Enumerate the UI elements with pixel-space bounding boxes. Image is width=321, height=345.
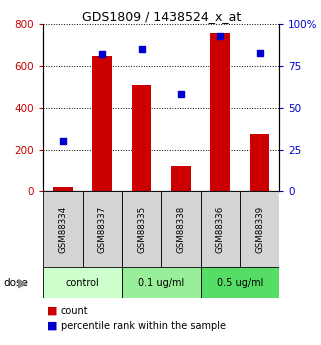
Bar: [122, 267, 201, 298]
Bar: [53, 187, 73, 191]
Bar: [132, 85, 152, 191]
Bar: [201, 191, 240, 267]
Bar: [122, 191, 161, 267]
Title: GDS1809 / 1438524_x_at: GDS1809 / 1438524_x_at: [82, 10, 241, 23]
Point: [60, 138, 65, 144]
Text: ■: ■: [47, 306, 57, 315]
Bar: [43, 191, 83, 267]
Point: [257, 50, 262, 55]
Bar: [201, 267, 279, 298]
Bar: [250, 134, 269, 191]
Text: GSM88337: GSM88337: [98, 206, 107, 253]
Text: GSM88336: GSM88336: [216, 206, 225, 253]
Text: GSM88335: GSM88335: [137, 206, 146, 253]
Text: count: count: [61, 306, 89, 315]
Point: [218, 33, 223, 39]
Bar: [240, 191, 279, 267]
Text: GSM88338: GSM88338: [177, 206, 186, 253]
Text: percentile rank within the sample: percentile rank within the sample: [61, 321, 226, 331]
Bar: [161, 191, 201, 267]
Text: GSM88334: GSM88334: [58, 206, 67, 253]
Text: control: control: [66, 278, 100, 288]
Text: dose: dose: [3, 278, 28, 288]
Text: GSM88339: GSM88339: [255, 206, 264, 253]
Point: [178, 92, 184, 97]
Bar: [92, 56, 112, 191]
Bar: [211, 32, 230, 191]
Text: ■: ■: [47, 321, 57, 331]
Bar: [43, 267, 122, 298]
Point: [100, 51, 105, 57]
Bar: [171, 166, 191, 191]
Text: 0.1 ug/ml: 0.1 ug/ml: [138, 278, 185, 288]
Text: ▶: ▶: [18, 276, 28, 289]
Point: [139, 47, 144, 52]
Text: 0.5 ug/ml: 0.5 ug/ml: [217, 278, 263, 288]
Bar: [83, 191, 122, 267]
